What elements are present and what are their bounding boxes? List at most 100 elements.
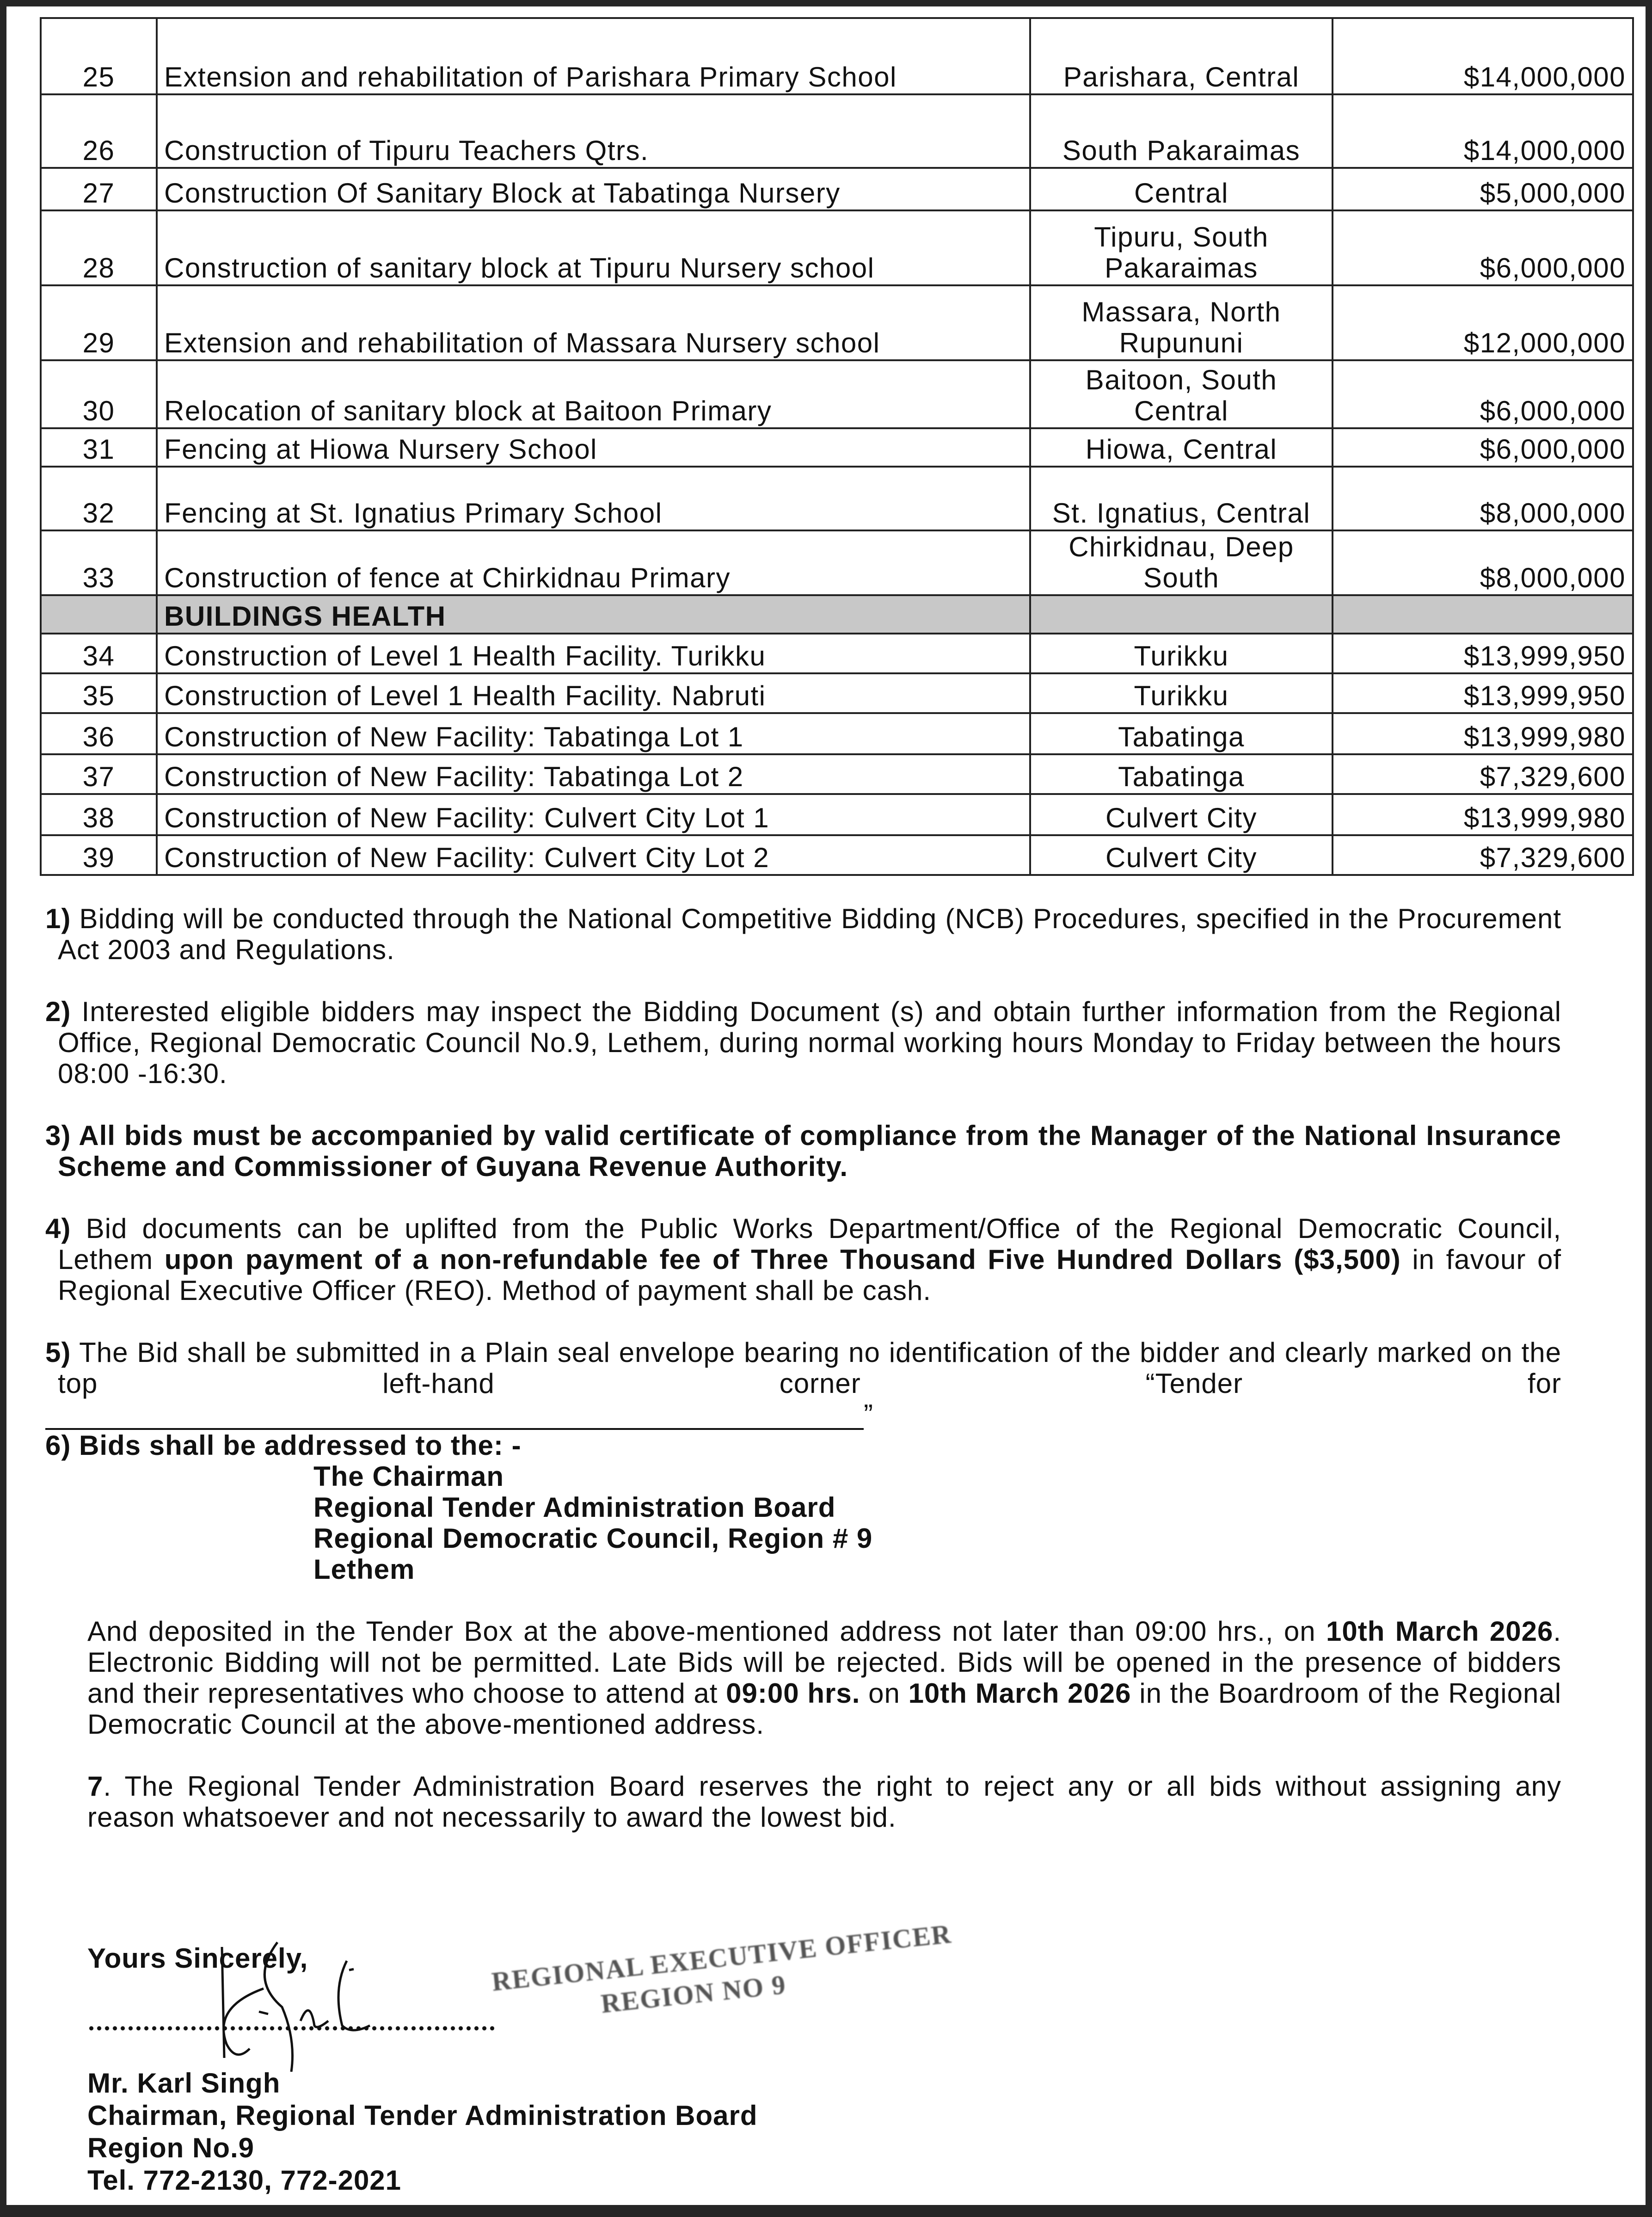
condition-1: 1) Bidding will be conducted through the… [45, 903, 1561, 965]
item-amount: $6,000,000 [1332, 359, 1634, 429]
item-number: 30 [40, 359, 158, 429]
tender-name-blank: ” [45, 1399, 1561, 1430]
item-location: Hiowa, Central [1029, 427, 1333, 468]
table-row: 33 Construction of fence at Chirkidnau Pr… [40, 530, 1634, 596]
item-description: Construction of New Facility: Tabatinga … [156, 712, 1031, 755]
item-location: Tabatinga [1029, 753, 1333, 795]
item-amount: $6,000,000 [1332, 209, 1634, 286]
item-location: Culvert City [1029, 793, 1333, 836]
item-description: Fencing at St. Ignatius Primary School [156, 466, 1031, 531]
item-amount: $7,329,600 [1332, 753, 1634, 795]
condition-2: 2) Interested eligible bidders may inspe… [45, 996, 1561, 1089]
item-amount: $13,999,950 [1332, 672, 1634, 714]
item-number: 28 [40, 209, 158, 286]
item-number: 26 [40, 93, 158, 169]
table-row: 34 Construction of Level 1 Health Facilit… [40, 633, 1634, 674]
address-line: Regional Tender Administration Board [313, 1492, 836, 1523]
table-row: 30 Relocation of sanitary block at Baitoo… [40, 359, 1634, 429]
table-row: 31 Fencing at Hiowa Nursery School Hiowa, … [40, 427, 1634, 468]
item-number: 34 [40, 633, 158, 674]
item-amount: $5,000,000 [1332, 167, 1634, 211]
item-amount: $7,329,600 [1332, 834, 1634, 876]
signatory-region: Region No.9 [87, 2132, 255, 2163]
table-row: 28 Construction of sanitary block at Tipu… [40, 209, 1634, 286]
item-description: Construction of Tipuru Teachers Qtrs. [156, 93, 1031, 169]
item-amount: $12,000,000 [1332, 284, 1634, 361]
salutation: Yours Sincerely, [87, 1943, 308, 1974]
condition-7: 7. The Regional Tender Administration Bo… [87, 1771, 1561, 1833]
item-amount: $14,000,000 [1332, 93, 1634, 169]
address-line: Lethem [313, 1554, 415, 1585]
item-number: 35 [40, 672, 158, 714]
item-number: 38 [40, 793, 158, 836]
item-description: Extension and rehabilitation of Massara … [156, 284, 1031, 361]
item-description: Construction Of Sanitary Block at Tabati… [156, 167, 1031, 211]
signature [221, 1941, 371, 2072]
signatory-phone: Tel. 772-2130, 772-2021 [87, 2165, 402, 2196]
item-amount: $13,999,980 [1332, 793, 1634, 836]
item-description: Relocation of sanitary block at Baitoon … [156, 359, 1031, 429]
table-row: 32 Fencing at St. Ignatius Primary School… [40, 466, 1634, 531]
table-row: 25 Extension and rehabilitation of Parish… [40, 17, 1634, 95]
item-number: 33 [40, 530, 158, 596]
table-row: 37 Construction of New Facility: Tabating… [40, 753, 1634, 795]
item-location: Tabatinga [1029, 712, 1333, 755]
address-line: The Chairman [313, 1461, 504, 1492]
item-number: 36 [40, 712, 158, 755]
item-location: Baitoon, South Central [1029, 359, 1333, 429]
section-cell [40, 594, 158, 634]
section-cell [1029, 594, 1333, 634]
item-amount: $8,000,000 [1332, 466, 1634, 531]
item-location: Chirkidnau, Deep South [1029, 530, 1333, 596]
item-description: Extension and rehabilitation of Parishar… [156, 17, 1031, 95]
section-cell [1332, 594, 1634, 634]
table-row: 27 Construction Of Sanitary Block at Taba… [40, 167, 1634, 211]
item-amount: $8,000,000 [1332, 530, 1634, 596]
table-row: 35 Construction of Level 1 Health Facilit… [40, 672, 1634, 714]
address-block: The Chairman Regional Tender Administrat… [45, 1461, 1561, 1585]
item-number: 32 [40, 466, 158, 531]
condition-4: 4) Bid documents can be uplifted from th… [45, 1213, 1561, 1306]
item-location: South Pakaraimas [1029, 93, 1333, 169]
item-description: Fencing at Hiowa Nursery School [156, 427, 1031, 468]
item-description: Construction of Level 1 Health Facility.… [156, 672, 1031, 714]
item-description: Construction of New Facility: Culvert Ci… [156, 834, 1031, 876]
address-line: Regional Democratic Council, Region # 9 [313, 1523, 873, 1554]
item-description: Construction of New Facility: Culvert Ci… [156, 793, 1031, 836]
item-description: Construction of Level 1 Health Facility.… [156, 633, 1031, 674]
condition-3: 3) All bids must be accompanied by valid… [45, 1120, 1561, 1182]
signature-line [87, 2026, 494, 2031]
item-description: Construction of New Facility: Tabatinga … [156, 753, 1031, 795]
table-row: 36 Construction of New Facility: Tabating… [40, 712, 1634, 755]
item-amount: $6,000,000 [1332, 427, 1634, 468]
item-number: 29 [40, 284, 158, 361]
table-row: 26 Construction of Tipuru Teachers Qtrs. S… [40, 93, 1634, 169]
item-location: Massara, North Rupununi [1029, 284, 1333, 361]
blank-line [45, 1405, 864, 1430]
signatory-name: Mr. Karl Singh [87, 2068, 281, 2099]
item-number: 37 [40, 753, 158, 795]
item-location: St. Ignatius, Central [1029, 466, 1333, 531]
section-title: BUILDINGS HEALTH [156, 594, 1031, 634]
table-row: 38 Construction of New Facility: Culvert … [40, 793, 1634, 836]
item-location: Central [1029, 167, 1333, 211]
item-description: Construction of sanitary block at Tipuru… [156, 209, 1031, 286]
item-amount: $13,999,980 [1332, 712, 1634, 755]
item-location: Parishara, Central [1029, 17, 1333, 95]
item-number: 39 [40, 834, 158, 876]
item-number: 31 [40, 427, 158, 468]
section-header-row: BUILDINGS HEALTH [40, 594, 1634, 634]
table-row: 29 Extension and rehabilitation of Massar… [40, 284, 1634, 361]
table-row: 39 Construction of New Facility: Culvert … [40, 834, 1634, 876]
item-number: 27 [40, 167, 158, 211]
item-location: Tipuru, South Pakaraimas [1029, 209, 1333, 286]
item-location: Culvert City [1029, 834, 1333, 876]
condition-6: 6) Bids shall be addressed to the: - [45, 1430, 522, 1461]
item-number: 25 [40, 17, 158, 95]
condition-5: 5) The Bid shall be submitted in a Plain… [45, 1337, 1561, 1399]
project-table: 25 Extension and rehabilitation of Parish… [40, 17, 1634, 876]
item-amount: $13,999,950 [1332, 633, 1634, 674]
item-description: Construction of fence at Chirkidnau Prim… [156, 530, 1031, 596]
item-location: Turikku [1029, 672, 1333, 714]
